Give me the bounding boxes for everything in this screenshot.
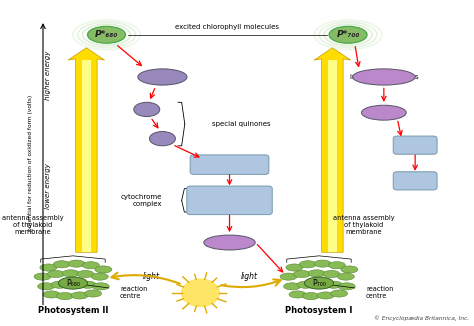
Ellipse shape: [289, 291, 306, 298]
FancyBboxPatch shape: [393, 172, 437, 190]
Ellipse shape: [84, 290, 101, 297]
Ellipse shape: [62, 270, 79, 277]
Ellipse shape: [325, 281, 342, 288]
Text: P₆₈₀: P₆₈₀: [66, 279, 80, 288]
Ellipse shape: [77, 271, 94, 277]
FancyArrow shape: [68, 48, 105, 252]
Text: special quinones: special quinones: [211, 121, 270, 127]
Ellipse shape: [43, 291, 60, 298]
Text: © Encyclopædia Britannica, Inc.: © Encyclopædia Britannica, Inc.: [374, 316, 469, 321]
Ellipse shape: [37, 283, 55, 290]
Ellipse shape: [328, 262, 346, 269]
Text: P*₆₈₀: P*₆₈₀: [95, 30, 118, 39]
Ellipse shape: [341, 266, 358, 273]
Ellipse shape: [65, 280, 82, 288]
Ellipse shape: [134, 102, 160, 117]
Ellipse shape: [34, 273, 51, 280]
Text: plastocyanin: plastocyanin: [205, 238, 254, 247]
Text: Photosystem I: Photosystem I: [285, 306, 353, 315]
Ellipse shape: [353, 69, 415, 85]
Ellipse shape: [58, 277, 88, 289]
Ellipse shape: [71, 292, 88, 299]
Text: excited chlorophyll molecules: excited chlorophyll molecules: [175, 24, 279, 30]
Text: iron-sulfur proteins: iron-sulfur proteins: [349, 74, 418, 80]
Ellipse shape: [56, 292, 73, 300]
Text: pheophytin: pheophytin: [141, 72, 184, 82]
Ellipse shape: [314, 260, 331, 267]
Ellipse shape: [302, 292, 319, 300]
Ellipse shape: [308, 270, 325, 277]
Ellipse shape: [92, 283, 109, 290]
FancyBboxPatch shape: [187, 186, 272, 215]
Ellipse shape: [95, 266, 112, 273]
Text: cytochromeₑ: cytochromeₑ: [207, 203, 252, 209]
FancyArrow shape: [314, 48, 351, 252]
Ellipse shape: [280, 273, 297, 280]
Ellipse shape: [362, 105, 406, 120]
Ellipse shape: [297, 281, 314, 288]
Ellipse shape: [149, 131, 175, 146]
Ellipse shape: [330, 290, 347, 297]
Ellipse shape: [53, 261, 70, 268]
Text: ferredoxin: ferredoxin: [365, 108, 403, 117]
FancyArrow shape: [328, 60, 337, 252]
Ellipse shape: [40, 264, 57, 271]
Text: P*₇₀₀: P*₇₀₀: [337, 30, 360, 39]
Ellipse shape: [91, 273, 108, 280]
Text: P₇₀₀: P₇₀₀: [312, 279, 326, 288]
Text: light: light: [241, 272, 258, 281]
Text: potential for reduction of oxidized form (volts): potential for reduction of oxidized form…: [28, 95, 33, 231]
Ellipse shape: [51, 281, 68, 288]
Ellipse shape: [329, 26, 367, 43]
Ellipse shape: [323, 271, 340, 277]
Text: reaction
centre: reaction centre: [366, 286, 393, 299]
Text: lower energy: lower energy: [46, 163, 51, 209]
Circle shape: [182, 279, 219, 306]
Ellipse shape: [283, 283, 301, 290]
Ellipse shape: [337, 273, 355, 280]
Text: plastoquinone pool: plastoquinone pool: [193, 160, 266, 169]
Text: antenna assembly
of thylakoid
membrane: antenna assembly of thylakoid membrane: [333, 215, 394, 235]
Text: higher energy: higher energy: [46, 51, 51, 100]
Ellipse shape: [299, 261, 316, 268]
Text: cytochromeᵇ: cytochromeᵇ: [207, 191, 253, 198]
Ellipse shape: [311, 280, 328, 288]
Ellipse shape: [82, 262, 100, 269]
Text: reaction
centre: reaction centre: [120, 286, 147, 299]
Text: light: light: [143, 272, 160, 281]
FancyArrow shape: [82, 60, 91, 252]
Text: antenna assembly
of thylakoid
membrane: antenna assembly of thylakoid membrane: [2, 215, 64, 235]
Ellipse shape: [79, 281, 96, 288]
Ellipse shape: [88, 26, 126, 43]
Ellipse shape: [317, 292, 334, 299]
Text: Qₐ: Qₐ: [142, 105, 152, 114]
Ellipse shape: [68, 260, 85, 267]
Text: iron-sulfur protein: iron-sulfur protein: [197, 197, 262, 203]
Ellipse shape: [47, 271, 64, 277]
FancyBboxPatch shape: [393, 136, 437, 154]
Text: QB: QB: [156, 134, 169, 143]
Text: cytochrome
complex: cytochrome complex: [121, 194, 163, 207]
Text: Photosystem II: Photosystem II: [38, 306, 108, 315]
Text: NADPH: NADPH: [401, 176, 429, 185]
Ellipse shape: [204, 235, 255, 250]
Ellipse shape: [338, 283, 355, 290]
FancyBboxPatch shape: [190, 155, 269, 174]
Ellipse shape: [304, 277, 334, 289]
Ellipse shape: [286, 264, 303, 271]
Ellipse shape: [293, 271, 310, 277]
Text: NADP+: NADP+: [401, 141, 429, 150]
Ellipse shape: [138, 69, 187, 85]
